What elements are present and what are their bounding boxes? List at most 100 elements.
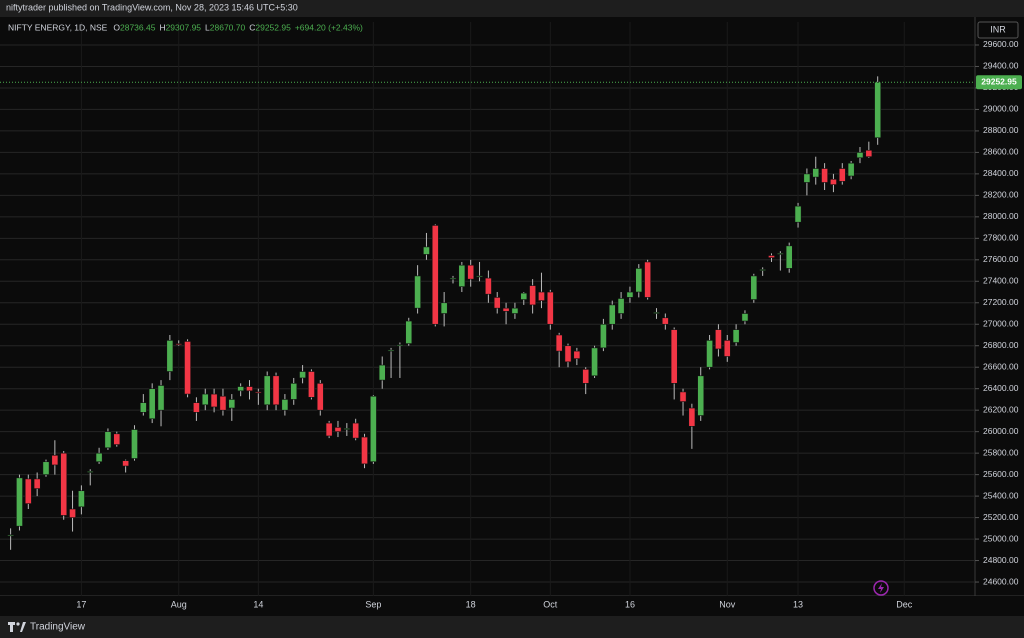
- candle-body: [254, 391, 262, 394]
- candle-body: [511, 307, 519, 314]
- candle-body: [564, 345, 572, 363]
- candle-body: [635, 268, 643, 293]
- y-tick-label: 25800.00: [983, 447, 1019, 457]
- candle-body: [865, 149, 873, 157]
- x-tick-label: 14: [253, 599, 263, 609]
- candle-body: [201, 393, 209, 406]
- x-tick-label: 18: [466, 599, 476, 609]
- candle-body: [821, 168, 828, 183]
- y-tick-label: 25000.00: [983, 533, 1019, 543]
- candle-body: [723, 340, 731, 357]
- candle-body: [405, 320, 413, 344]
- x-tick-label: 13: [793, 599, 803, 609]
- candle-body: [42, 461, 50, 475]
- y-tick-label: 28200.00: [983, 190, 1019, 200]
- candle-body: [16, 477, 23, 527]
- candle-body: [78, 490, 85, 508]
- candle-body: [520, 292, 528, 300]
- ohlc-value: 29252.95: [255, 22, 291, 32]
- y-tick-label: 25600.00: [983, 469, 1019, 479]
- candle-body: [856, 152, 864, 159]
- candle-body: [148, 388, 156, 420]
- candle-body: [86, 471, 94, 473]
- candle-body: [617, 298, 625, 314]
- candle-body: [308, 371, 315, 398]
- grid: [0, 22, 975, 596]
- candle-body: [653, 312, 660, 314]
- candle-body: [7, 534, 15, 537]
- candle-body: [193, 402, 200, 413]
- candle-body: [237, 386, 245, 392]
- candle-body: [449, 277, 457, 280]
- x-tick-label: Sep: [365, 599, 381, 609]
- ohlc-value: 28670.70: [210, 22, 246, 32]
- x-tick-label: Dec: [896, 599, 913, 609]
- candle-body: [122, 460, 130, 467]
- y-tick-label: 28400.00: [983, 168, 1019, 178]
- event-icon[interactable]: [873, 580, 889, 596]
- ohlc-label: H: [159, 22, 165, 32]
- candle-body: [263, 375, 271, 406]
- y-tick-label: 27800.00: [983, 233, 1019, 243]
- x-tick-label: 17: [76, 599, 86, 609]
- y-tick-label: 24800.00: [983, 555, 1019, 565]
- currency-box[interactable]: [977, 21, 1019, 39]
- candle-body: [210, 393, 218, 408]
- candle-body: [670, 329, 678, 384]
- candle-body: [538, 291, 545, 301]
- y-tick-label: 28600.00: [983, 147, 1019, 157]
- candle-body: [281, 399, 289, 411]
- candle-body: [440, 302, 448, 314]
- ohlc-legend: NIFTY ENERGY, 1D, NSE O 28736.45 H 29307.95 L…: [8, 22, 363, 32]
- y-tick-label: 25200.00: [983, 512, 1019, 522]
- y-tick-label: 28800.00: [983, 125, 1019, 135]
- candle-body: [529, 285, 537, 306]
- candle-body: [396, 344, 404, 347]
- candle-body: [830, 178, 837, 185]
- y-tick-label: 27200.00: [983, 297, 1019, 307]
- ohlc-value: 28736.45: [120, 22, 156, 32]
- candle-body: [467, 264, 475, 280]
- x-tick-label: Nov: [719, 599, 736, 609]
- candle-body: [387, 349, 395, 352]
- last-price-box: [976, 75, 1022, 90]
- candle-body: [316, 383, 324, 411]
- candle-body: [750, 275, 758, 300]
- candle-body: [175, 343, 183, 345]
- x-tick-label: 16: [625, 599, 635, 609]
- ohlc-label: O: [113, 22, 120, 32]
- candle-body: [608, 304, 616, 325]
- candle-body: [24, 478, 32, 504]
- candle-body: [785, 245, 793, 269]
- candle-body: [502, 307, 510, 312]
- candle-body: [60, 452, 68, 516]
- candle-body: [228, 399, 236, 409]
- price-scale: [975, 17, 1024, 596]
- publisher-line: niftytrader published on TradingView.com…: [6, 2, 298, 12]
- y-tick-label: 25400.00: [983, 490, 1019, 500]
- candle-body: [51, 454, 59, 466]
- labels: 24600.00 24800.00 25000.00 25200.00 25400.00…: [0, 39, 1022, 609]
- candle-body: [546, 291, 554, 325]
- x-tick-label: Aug: [171, 599, 187, 609]
- candle-body: [803, 173, 811, 183]
- last-price-label: 29252.95: [981, 77, 1017, 87]
- candle-body: [741, 313, 749, 322]
- y-tick-label: 29000.00: [983, 104, 1019, 114]
- candle-body: [732, 329, 740, 343]
- candle-body: [431, 225, 439, 325]
- ohlc-value: 29307.95: [166, 22, 202, 32]
- candle-body: [697, 375, 705, 416]
- candle-body: [759, 269, 767, 271]
- y-tick-label: 26400.00: [983, 383, 1019, 393]
- candle-body: [361, 436, 368, 465]
- candle-body: [476, 275, 483, 278]
- y-tick-label: 29600.00: [983, 39, 1019, 49]
- candle-body: [874, 81, 882, 139]
- candle-body: [369, 395, 377, 463]
- candle-body: [219, 395, 227, 411]
- candle-body: [458, 264, 466, 287]
- y-tick-label: 29400.00: [983, 61, 1019, 71]
- y-tick-label: 27600.00: [983, 254, 1019, 264]
- candle-body: [626, 291, 634, 298]
